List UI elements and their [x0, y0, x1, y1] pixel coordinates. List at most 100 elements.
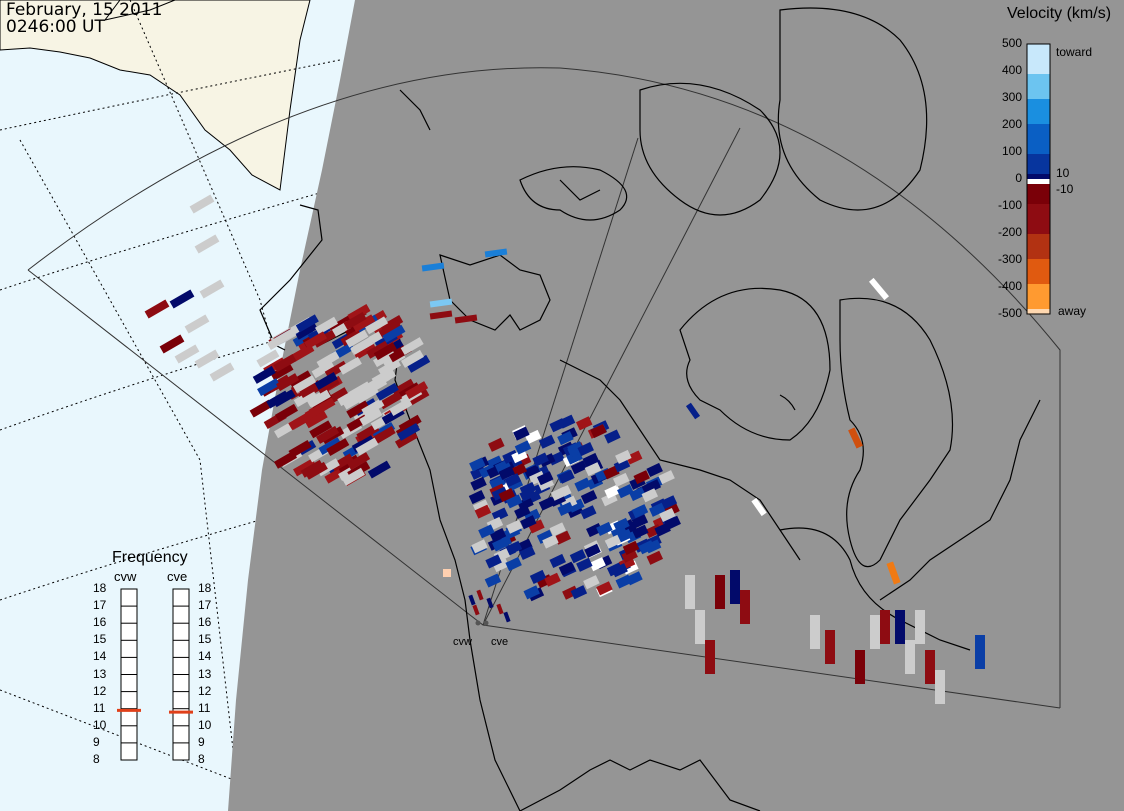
velocity-cell: [379, 391, 403, 410]
velocity-cell: [293, 458, 317, 477]
velocity-cell: [498, 488, 516, 503]
velocity-cell: [489, 528, 507, 543]
velocity-cell: [273, 328, 297, 347]
velocity-cell: [292, 375, 317, 394]
velocity-cell: [633, 470, 650, 485]
velocity-cell: [520, 515, 537, 530]
velocity-cell: [538, 434, 556, 449]
velocity-cell: [443, 569, 451, 577]
velocity-cell: [566, 450, 583, 465]
frequency-tick-label: 17: [198, 598, 212, 613]
velocity-cell: [366, 340, 390, 359]
velocity-cell: [848, 427, 863, 449]
velocity-cell: [621, 548, 638, 563]
velocity-cell: [365, 316, 389, 335]
velocity-cell: [361, 398, 385, 417]
velocity-cell: [505, 557, 522, 572]
frequency-scales: [117, 588, 193, 761]
colorbar-away-label: away: [1058, 304, 1087, 318]
velocity-cell: [631, 514, 649, 529]
velocity-cell: [496, 603, 504, 615]
velocity-cell: [359, 408, 383, 427]
velocity-cell: [345, 329, 369, 348]
velocity-cell: [389, 398, 413, 416]
frequency-tick-label: 9: [93, 734, 100, 749]
velocity-cell: [584, 462, 602, 477]
frequency-tick-label: 10: [198, 717, 212, 732]
velocity-cell: [549, 522, 566, 537]
velocity-cell: [629, 487, 646, 502]
colorbar-title: Velocity (km/s): [1007, 5, 1112, 22]
velocity-cell: [338, 356, 362, 375]
velocity-cell: [469, 457, 486, 472]
velocity-cell: [484, 573, 502, 588]
velocity-cell: [454, 314, 478, 324]
velocity-cell: [695, 610, 705, 644]
velocity-cell: [616, 528, 633, 543]
velocity-cell: [517, 496, 534, 511]
velocity-cell: [554, 530, 572, 545]
colorbar-inner-label-10: 10: [1056, 166, 1070, 180]
velocity-cell: [604, 484, 621, 499]
velocity-cell: [366, 372, 390, 391]
velocity-cell: [880, 610, 890, 644]
velocity-cell: [189, 194, 215, 214]
graticule-day: [0, 0, 341, 811]
radar-label-cvw: cvw: [453, 636, 472, 648]
velocity-cell: [596, 581, 613, 596]
velocity-colorbar: [1026, 43, 1051, 315]
velocity-cell: [397, 422, 421, 441]
velocity-cell: [644, 539, 662, 554]
freq-radar-name-cve: cve: [167, 569, 188, 584]
velocity-cell: [468, 490, 486, 505]
velocity-cell: [276, 373, 300, 392]
velocity-cell: [488, 437, 505, 452]
velocity-cell: [194, 349, 220, 369]
velocity-cell: [343, 311, 367, 330]
velocity-cell: [303, 331, 328, 350]
time-label: 0246:00 UT: [6, 17, 105, 37]
velocity-cell: [580, 490, 598, 505]
velocity-cell: [644, 479, 662, 494]
velocity-cell: [617, 484, 634, 499]
velocity-cell: [314, 372, 338, 390]
frequency-tick-label: 10: [93, 717, 107, 732]
velocity-cell: [586, 523, 603, 538]
frequency-tick-label: 15: [93, 632, 107, 647]
colorbar-tick-label: -300: [997, 252, 1022, 266]
velocity-cell: [631, 504, 649, 519]
velocity-cell: [316, 425, 340, 444]
velocity-cell: [641, 488, 659, 503]
velocity-cell: [562, 585, 579, 600]
colorbar-tick-label: 100: [1001, 144, 1022, 158]
velocity-cell: [318, 437, 342, 456]
velocity-cell: [293, 389, 317, 408]
frequency-tick-label: 18: [93, 581, 107, 595]
velocity-cell: [503, 611, 511, 623]
velocity-cell: [715, 575, 725, 609]
velocity-cell: [274, 403, 298, 422]
velocity-cell: [519, 482, 537, 497]
velocity-cell: [478, 524, 495, 539]
velocity-cell: [615, 449, 632, 464]
colorbar-tick-label: -400: [997, 279, 1022, 293]
velocity-cell: [492, 537, 509, 552]
velocity-cell: [505, 494, 523, 509]
velocity-cell: [367, 460, 391, 479]
velocity-cell: [625, 450, 643, 465]
velocity-cell: [575, 416, 593, 431]
velocity-cell: [604, 429, 621, 444]
velocity-cell: [570, 460, 588, 475]
velocity-cell: [536, 529, 554, 544]
velocity-cell: [489, 475, 506, 490]
frequency-tick-label: 12: [198, 683, 212, 698]
velocity-cell: [326, 438, 350, 457]
velocity-cell: [273, 354, 297, 372]
velocity-cell: [486, 597, 494, 609]
velocity-cell: [304, 410, 328, 429]
velocity-cell: [569, 549, 587, 564]
velocity-cell: [353, 341, 377, 360]
velocity-cell: [341, 467, 365, 486]
velocity-cell: [557, 501, 574, 516]
velocity-cell: [519, 545, 536, 560]
